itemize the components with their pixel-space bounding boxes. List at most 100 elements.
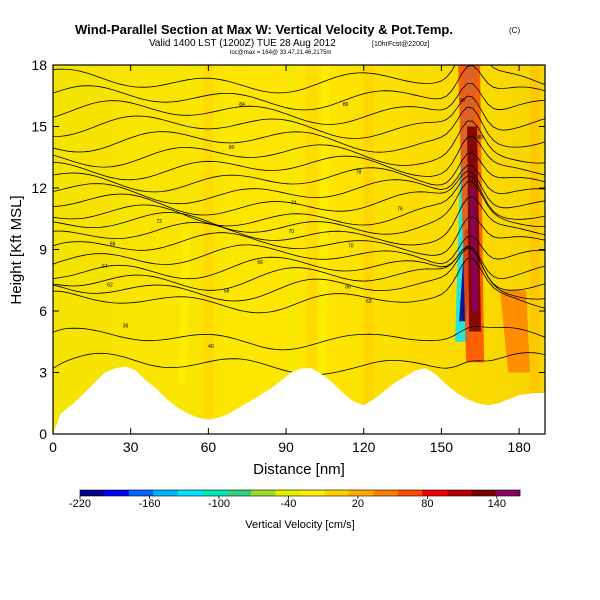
theta-contour xyxy=(53,106,545,153)
x-tick-label: 60 xyxy=(201,439,217,455)
location-line: loc@max = 164@ 33.47,21.46,2175m xyxy=(230,50,331,56)
plot-area: 36 40 58 62 64 66 68 70 72 74 76 78 80 84 86 88 90 63 66 70 xyxy=(53,65,545,434)
y-tick-label: 0 xyxy=(39,426,47,442)
x-tick-label: 30 xyxy=(123,439,139,455)
theta-contour xyxy=(53,235,545,265)
x-tick-label: 150 xyxy=(430,439,454,455)
colorbar-tick-label: -220 xyxy=(69,498,91,510)
forecast-suffix: [10hrFcst@2200z] xyxy=(372,41,429,48)
theta-contour xyxy=(53,326,545,351)
contour-label: 78 xyxy=(356,170,362,176)
theta-contour xyxy=(53,170,545,216)
y-tick-label: 15 xyxy=(31,119,47,135)
contour-label: 68 xyxy=(110,241,116,247)
copyright-mark: (C) xyxy=(509,26,520,35)
theta-contour xyxy=(53,196,545,246)
downdraft-core xyxy=(178,229,191,383)
theta-contour xyxy=(53,135,545,181)
colorbar-tick-label: -100 xyxy=(208,498,230,510)
y-axis-label: Height [Kft MSL] xyxy=(8,195,25,304)
velocity-field xyxy=(203,65,540,434)
colorbar-swatch xyxy=(422,490,447,496)
contour-label: 70 xyxy=(288,229,294,235)
downdraft-core xyxy=(318,65,331,383)
colorbar-swatch xyxy=(226,490,252,496)
colorbar-swatch xyxy=(348,490,374,496)
colorbar-swatch xyxy=(275,490,301,496)
contour-label: 76 xyxy=(397,207,403,213)
theta-contour xyxy=(53,175,545,227)
updraft-core xyxy=(500,290,531,373)
colorbar-swatch xyxy=(177,490,203,496)
colorbar-tick-label: -40 xyxy=(280,498,296,510)
colorbar-tick-label: 80 xyxy=(421,498,433,510)
x-tick-label: 120 xyxy=(352,439,376,455)
theta-contour xyxy=(53,181,545,235)
colorbar-swatch xyxy=(373,490,398,496)
colorbar-tick-label: 140 xyxy=(488,498,506,510)
theta-contour xyxy=(53,120,545,168)
x-axis-label: Distance [nm] xyxy=(253,461,345,478)
contour-label: 88 xyxy=(477,135,483,141)
x-tick-label: 0 xyxy=(49,439,57,455)
colorbar-swatch xyxy=(397,490,423,496)
velocity-band xyxy=(203,65,214,434)
terrain-mask xyxy=(53,366,545,434)
theta-contour xyxy=(53,215,545,256)
contour-label: 80 xyxy=(229,145,235,151)
colorbar-tick-label: 20 xyxy=(352,498,364,510)
contour-label: 40 xyxy=(208,344,214,350)
theta-contour xyxy=(53,65,545,94)
y-tick-label: 3 xyxy=(39,365,47,381)
contour-labels: 36 40 58 62 64 66 68 70 72 74 76 78 80 84 86 88 90 63 66 70 xyxy=(102,98,483,350)
velocity-band xyxy=(363,65,374,434)
y-tick-label: 9 xyxy=(39,242,47,258)
velocity-band xyxy=(224,65,235,434)
x-axis: 0 30 60 90 120 150 180 xyxy=(49,65,531,455)
x-tick-label: 180 xyxy=(507,439,531,455)
valid-time-line: Valid 1400 LST (1200Z) TUE 28 Aug 2012 xyxy=(149,38,336,49)
y-tick-label: 12 xyxy=(31,180,47,196)
theta-contour xyxy=(53,95,545,139)
colorbar-swatch xyxy=(80,490,105,496)
contour-label: 36 xyxy=(123,323,129,329)
velocity-band xyxy=(306,65,317,434)
theta-contour xyxy=(53,65,545,111)
velocity-band xyxy=(410,65,421,434)
colorbar-swatch xyxy=(471,490,496,496)
colorbar-swatch xyxy=(202,490,227,496)
contour-label: 70 xyxy=(348,243,354,249)
velocity-band xyxy=(529,65,540,434)
theta-contour xyxy=(53,83,545,125)
x-tick-label: 90 xyxy=(278,439,294,455)
contour-label: 58 xyxy=(224,289,230,295)
theta-contour xyxy=(53,152,545,193)
contour-label: 86 xyxy=(343,102,349,108)
contour-label: 72 xyxy=(156,219,162,225)
colorbar-swatch xyxy=(251,490,276,496)
theta-contour xyxy=(53,245,545,280)
contour-label: 63 xyxy=(366,299,372,305)
contour-label: 62 xyxy=(107,282,113,288)
draft-cores xyxy=(178,65,531,383)
y-tick-label: 6 xyxy=(39,303,47,319)
contour-label: 90 xyxy=(459,98,465,104)
colorbar-swatch xyxy=(495,490,521,496)
colorbar-tick-label: -160 xyxy=(138,498,160,510)
colorbar-swatch xyxy=(153,490,178,496)
colorbar-swatch xyxy=(446,490,472,496)
chart-title: Wind-Parallel Section at Max W: Vertical… xyxy=(75,22,453,37)
contour-label: 66 xyxy=(345,284,351,290)
theta-contour xyxy=(53,257,545,314)
colorbar-label: Vertical Velocity [cm/s] xyxy=(245,519,354,531)
colorbar-swatch xyxy=(104,490,130,496)
contour-label: 74 xyxy=(291,200,297,206)
colorbar: -220 -160 -100 -40 20 80 140 xyxy=(69,489,521,510)
colorbar-swatch xyxy=(300,490,325,496)
colorbar-swatch xyxy=(324,490,350,496)
colorbar-frame xyxy=(79,489,521,497)
contour-label: 84 xyxy=(239,102,245,108)
colorbar-swatch xyxy=(128,490,154,496)
